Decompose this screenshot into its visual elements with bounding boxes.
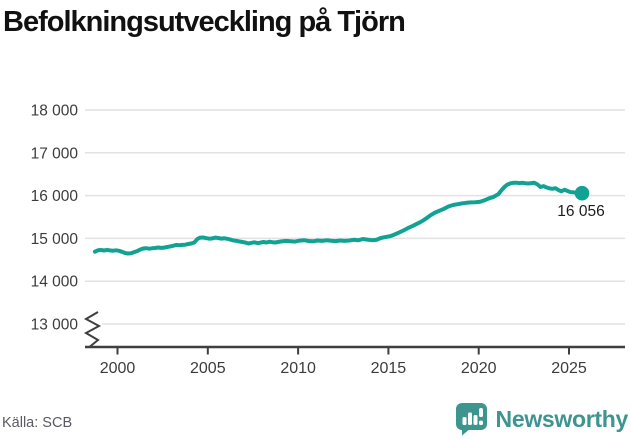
y-tick-label: 13 000 [31,317,79,334]
chart-footer: Källa: SCB Newsworthy [0,401,631,439]
source-label: Källa: SCB [2,415,73,431]
population-line-chart: 13 000 14 000 15 000 16 000 17 000 18 000 2000… [31,103,625,377]
newsworthy-logo: Newsworthy [455,402,628,436]
end-point-dot [574,185,590,201]
series-line [92,180,584,256]
end-value-label: 16 056 [557,203,604,220]
y-tick-label: 17 000 [31,145,79,162]
x-tick-label: 2025 [551,360,587,377]
newsworthy-logo-icon [455,403,487,436]
x-tick-label: 2005 [190,360,226,377]
y-tick-label: 18 000 [31,103,79,120]
x-tick-label: 2000 [100,360,136,377]
y-tick-label: 14 000 [31,274,79,291]
x-tick-label: 2015 [371,360,407,377]
x-tick-label: 2010 [280,360,316,377]
newsworthy-logo-text: Newsworthy [495,405,629,432]
axis-break-icon [83,311,102,348]
x-tick-label: 2020 [461,360,497,377]
page-title: Befolkningsutveckling på Tjörn [3,6,406,38]
y-tick-label: 15 000 [31,231,79,248]
y-tick-label: 16 000 [31,188,79,205]
